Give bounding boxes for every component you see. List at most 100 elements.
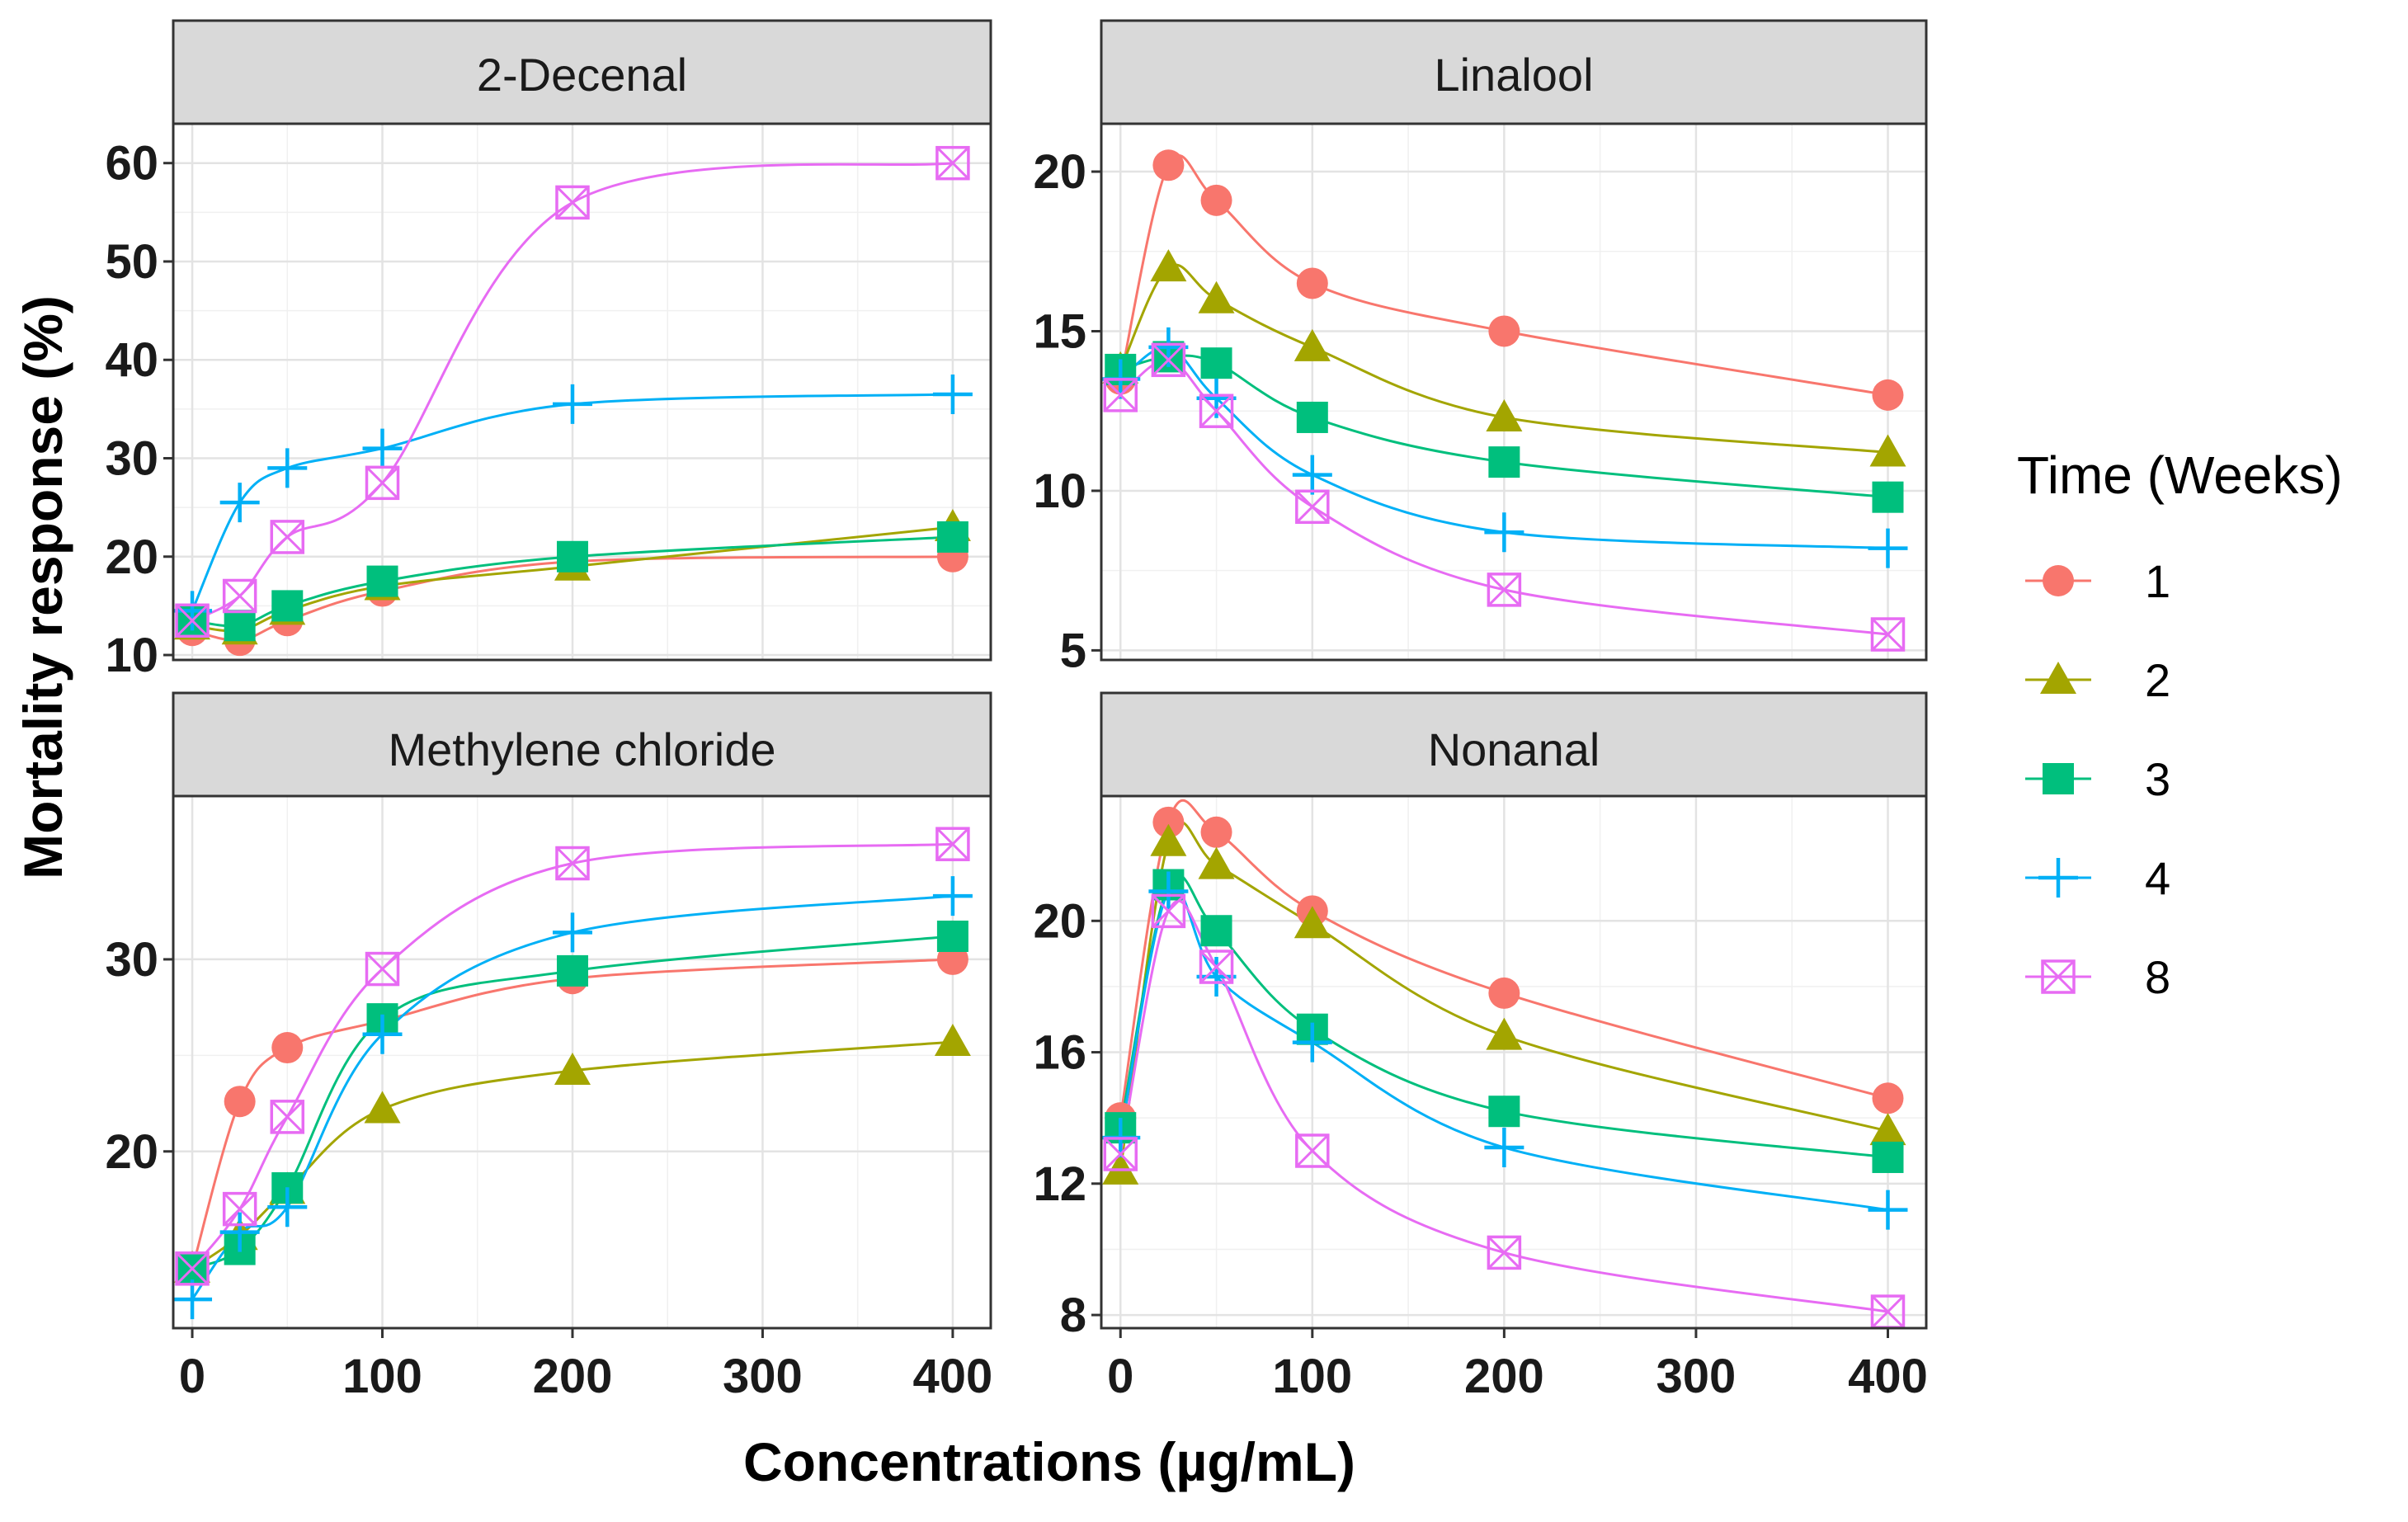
strip-nonanal	[1100, 691, 1928, 798]
legend-item-week-3: 3	[2025, 753, 2170, 805]
point-week-4	[1868, 1190, 1908, 1230]
x-tick-label: 100	[342, 1350, 422, 1403]
point-week-2	[934, 1024, 971, 1057]
y-axis-ticks: 10 20 30 40 50 60	[105, 137, 173, 682]
point-week-2	[1150, 823, 1187, 856]
y-axis-title: Mortality response (%)	[12, 295, 73, 879]
x-tick-label: 200	[533, 1350, 613, 1403]
point-week-2	[1198, 846, 1235, 879]
point-week-3	[936, 920, 968, 952]
y-tick-label: 30	[105, 432, 158, 486]
point-week-3	[1488, 446, 1520, 478]
point-week-8	[1295, 489, 1330, 525]
x-tick-label: 0	[179, 1350, 205, 1403]
y-axis-ticks: 5 10 15 20	[1033, 145, 1101, 677]
legend-item-week-8: 8	[2025, 951, 2170, 1003]
y-tick-label: 20	[1033, 145, 1086, 199]
x-tick-label: 300	[1656, 1350, 1736, 1403]
point-week-3	[1296, 401, 1328, 433]
panel-border	[172, 794, 992, 1330]
point-week-3	[1872, 1141, 1904, 1173]
point-week-8	[935, 827, 970, 861]
point-week-4	[1292, 455, 1332, 495]
point-week-3	[936, 521, 968, 553]
data-points	[172, 145, 973, 657]
y-tick-label: 60	[105, 137, 158, 191]
panel-linalool: Linalool 5 10 15 20	[1033, 19, 1928, 677]
x-axis-ticks: 0 100 200 300 400 0 100 200 300 400	[179, 1328, 1928, 1403]
x-tick-label: 400	[913, 1350, 993, 1403]
point-week-2	[554, 1052, 591, 1085]
legend-label: 8	[2145, 951, 2170, 1003]
point-week-8	[365, 951, 400, 987]
panel-title: Linalool	[1434, 49, 1593, 101]
legend-item-week-4: 4	[2025, 852, 2170, 904]
strip-linalool	[1100, 19, 1928, 125]
point-week-3	[1200, 915, 1232, 947]
y-tick-label: 12	[1033, 1157, 1086, 1211]
point-week-2	[1486, 1017, 1523, 1050]
point-week-4	[932, 876, 973, 916]
panel-2-decenal: 2-Decenal 10 20 30 40 50 60	[105, 19, 992, 682]
point-week-1	[1200, 816, 1232, 848]
y-tick-label: 8	[1060, 1289, 1086, 1342]
y-tick-label: 50	[105, 235, 158, 289]
data-points	[172, 827, 973, 1320]
point-week-8	[1295, 1133, 1330, 1168]
panel-grid	[173, 796, 991, 1328]
legend-key-marker	[2043, 565, 2074, 596]
point-week-1	[271, 1032, 304, 1064]
point-week-4	[362, 1014, 403, 1054]
x-tick-label: 100	[1272, 1350, 1352, 1403]
x-tick-label: 0	[1107, 1350, 1133, 1403]
y-tick-label: 15	[1033, 304, 1086, 358]
point-week-4	[267, 448, 308, 488]
point-week-3	[366, 565, 398, 597]
point-week-8	[270, 1100, 305, 1134]
point-week-4	[1292, 1022, 1332, 1063]
x-axis-title: Concentrations (µg/mL)	[743, 1431, 1355, 1492]
point-week-3	[556, 954, 588, 987]
point-week-8	[222, 578, 257, 614]
point-week-8	[1487, 1235, 1522, 1270]
point-week-8	[1199, 393, 1234, 428]
y-tick-label: 20	[1033, 894, 1086, 948]
point-week-4	[1484, 512, 1524, 553]
point-week-2	[1198, 280, 1235, 313]
point-week-4	[1196, 956, 1237, 997]
data-points	[1100, 149, 1908, 652]
point-week-1	[1488, 315, 1520, 347]
legend-item-week-1: 1	[2025, 555, 2170, 607]
point-week-8	[1870, 1294, 1906, 1329]
point-week-8	[1870, 617, 1906, 652]
point-week-1	[224, 1086, 256, 1118]
point-week-4	[1868, 528, 1908, 568]
y-tick-label: 20	[105, 530, 158, 584]
point-week-4	[1148, 871, 1189, 912]
x-tick-label: 400	[1848, 1350, 1928, 1403]
y-axis-ticks: 8 12 16 20	[1033, 894, 1101, 1342]
point-week-2	[1486, 398, 1523, 431]
point-week-1	[1872, 1082, 1904, 1114]
strip-methylene-chloride	[172, 691, 992, 798]
point-week-1	[1488, 977, 1520, 1009]
point-week-3	[556, 540, 588, 573]
point-week-4	[932, 374, 973, 414]
legend-label: 1	[2145, 555, 2170, 607]
point-week-4	[552, 912, 592, 953]
panel-grid	[1101, 124, 1926, 660]
fit-line-week-8	[1119, 899, 1888, 1313]
point-week-2	[364, 1091, 401, 1124]
strip-2-decenal	[172, 19, 992, 125]
point-week-8	[555, 185, 590, 220]
panel-title: Methylene chloride	[388, 723, 775, 775]
point-week-2	[1869, 434, 1906, 467]
point-week-4	[267, 1187, 308, 1227]
point-week-8	[555, 846, 590, 881]
x-tick-label: 300	[723, 1350, 803, 1403]
point-week-8	[175, 1251, 210, 1286]
point-week-1	[1152, 149, 1185, 181]
point-week-8	[1103, 1137, 1138, 1171]
legend: Time (Weeks) 1 2 3 4 8	[2017, 445, 2343, 1003]
